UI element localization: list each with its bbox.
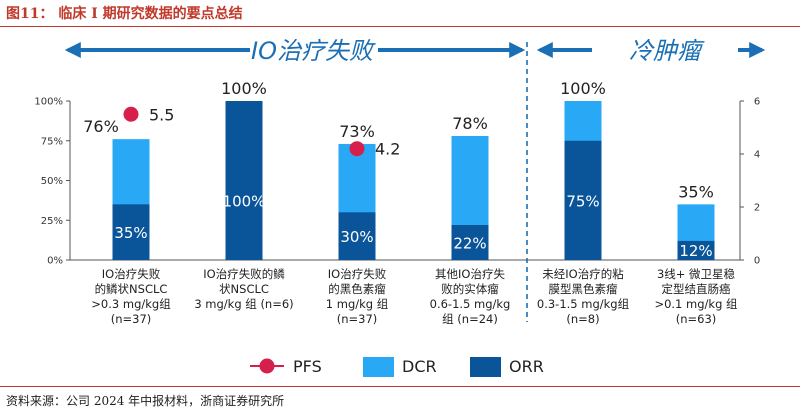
figure-title: 图11： 临床 I 期研究数据的要点总结	[6, 6, 243, 22]
plot-area: 0% 25% 50% 75% 100% 0 2 4 6 IO治疗失败 冷肿瘤 76% 35% IO治疗失败…	[34, 37, 766, 326]
category-label: 状NSCLC	[219, 282, 269, 296]
source-note: 资料来源：公司 2024 年中报材料，浙商证券研究所	[6, 394, 285, 408]
y-tick-label-right: 6	[754, 97, 760, 108]
legend-pfs-marker	[259, 358, 275, 374]
orr-bar	[451, 225, 489, 260]
source-note-bar: 资料来源：公司 2024 年中报材料，浙商证券研究所	[0, 386, 800, 413]
orr-bar	[225, 101, 263, 260]
orr-bar	[677, 240, 715, 260]
dcr-data-label: 73%	[339, 122, 375, 141]
figure-title-bar: 图11： 临床 I 期研究数据的要点总结	[0, 0, 800, 27]
orr-data-label: 30%	[340, 228, 373, 246]
category-label: 0.3-1.5 mg/kg组	[537, 297, 630, 311]
region-label-left: IO治疗失败	[251, 37, 376, 65]
category-label: 3线+ 微卫星稳	[657, 267, 736, 281]
category-label: 的黑色素瘤	[328, 282, 386, 296]
legend-label-orr: ORR	[509, 357, 544, 376]
dcr-data-label: 35%	[678, 182, 714, 201]
y-tick-label-right: 4	[754, 150, 760, 161]
legend-orr-swatch	[470, 357, 501, 377]
legend-dcr-swatch	[363, 357, 394, 377]
legend-label-pfs: PFS	[293, 357, 322, 376]
orr-data-label: 75%	[566, 192, 599, 210]
orr-data-label: 22%	[453, 235, 486, 253]
orr-bar	[338, 212, 376, 260]
region-label-right: 冷肿瘤	[629, 37, 705, 65]
legend-label-dcr: DCR	[402, 357, 437, 376]
category-label: 定型结直肠癌	[662, 282, 731, 296]
category-label: 未经IO治疗的粘	[542, 267, 624, 281]
category-label: 的鳞状NSCLC	[95, 282, 168, 296]
orr-bar	[564, 140, 602, 260]
category-label: IO治疗失败	[102, 267, 161, 281]
orr-data-label: 12%	[679, 242, 712, 260]
category-label: >0.1 mg/kg 组	[654, 297, 738, 311]
orr-data-label: 35%	[114, 224, 147, 242]
category-label: 3 mg/kg 组 (n=6)	[194, 297, 293, 311]
category-label: (n=37)	[337, 312, 378, 326]
orr-bar	[112, 204, 150, 260]
category-label: (n=8)	[566, 312, 599, 326]
category-label: (n=63)	[676, 312, 717, 326]
pfs-marker	[123, 106, 139, 122]
dcr-data-label: 100%	[560, 79, 606, 98]
category-label: 1 mg/kg 组	[326, 297, 389, 311]
category-label: 膜型黑色素瘤	[549, 282, 618, 296]
y-tick-label-left: 0%	[47, 256, 63, 267]
pfs-data-label: 5.5	[149, 105, 174, 124]
y-tick-label-right: 2	[754, 203, 760, 214]
y-tick-label-left: 50%	[41, 176, 63, 187]
category-label: 0.6-1.5 mg/kg	[430, 297, 511, 311]
dcr-data-label: 100%	[221, 79, 267, 98]
y-tick-label-left: 100%	[34, 97, 63, 108]
category-label: 败的实体瘤	[441, 282, 499, 296]
category-label: 其他IO治疗失	[435, 267, 505, 281]
y-tick-label-left: 75%	[41, 136, 63, 147]
category-label: IO治疗失败的鳞	[203, 267, 285, 281]
orr-data-label: 100%	[223, 193, 266, 211]
pfs-data-label: 4.2	[375, 140, 400, 159]
category-label: 组 (n=24)	[442, 312, 498, 326]
category-label: IO治疗失败	[328, 267, 387, 281]
category-label: (n=37)	[111, 312, 152, 326]
y-tick-label-right: 0	[754, 256, 760, 267]
dcr-data-label: 76%	[83, 117, 119, 136]
legend: PFS DCR ORR	[250, 357, 544, 377]
y-tick-label-left: 25%	[41, 216, 63, 227]
dcr-data-label: 78%	[452, 114, 488, 133]
category-label: >0.3 mg/kg组	[91, 297, 171, 311]
pfs-marker	[349, 141, 365, 157]
